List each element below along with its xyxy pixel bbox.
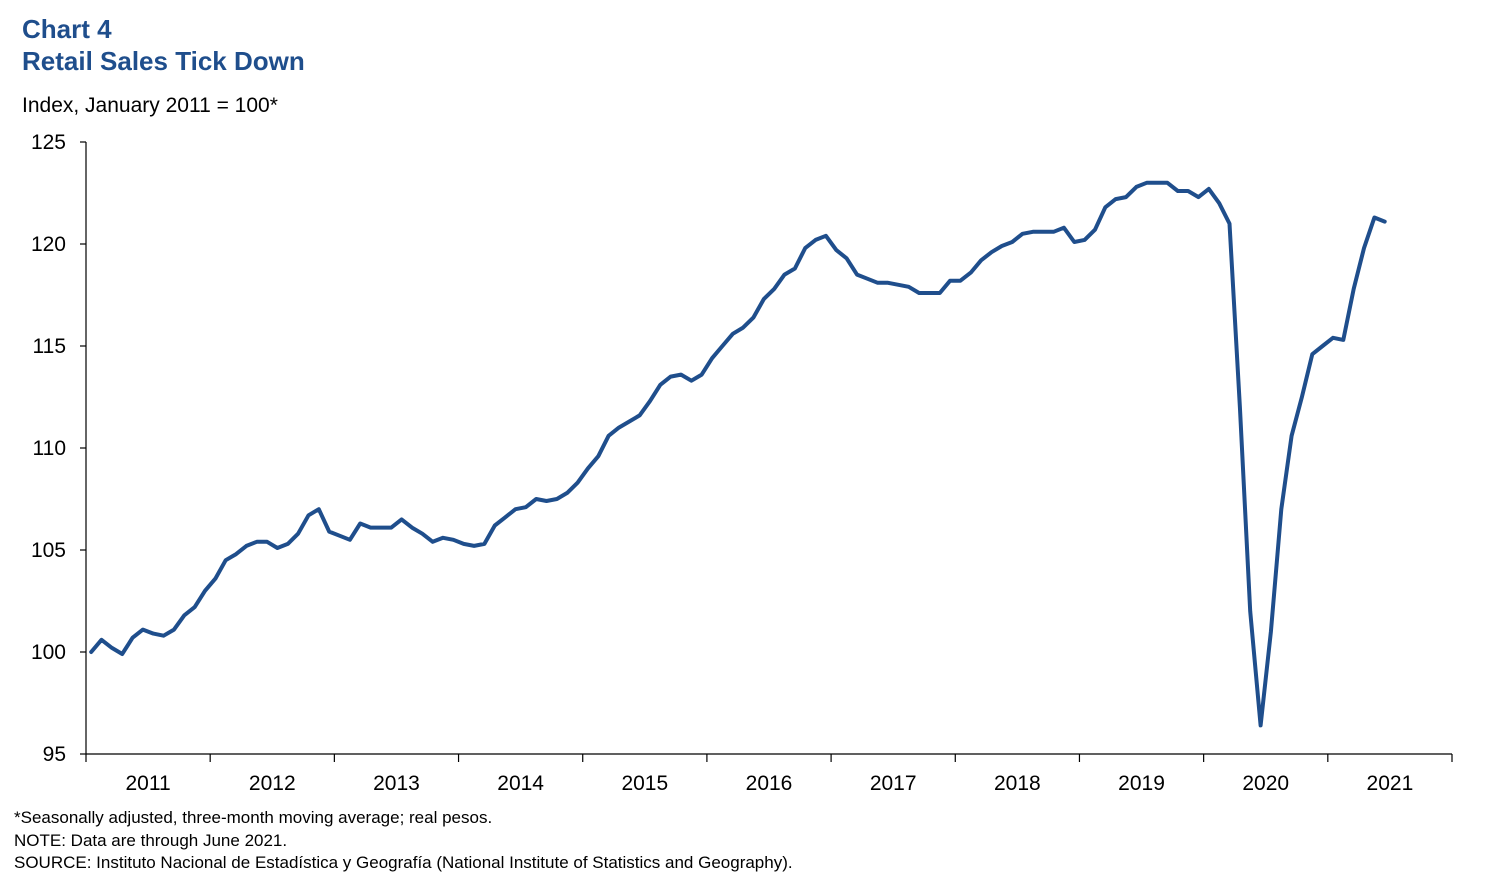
footnote-note: NOTE: Data are through June 2021. xyxy=(14,831,288,850)
x-tick-label: 2014 xyxy=(497,772,544,795)
y-tick-label: 110 xyxy=(33,437,66,460)
series-line-retail-sales xyxy=(89,180,1387,728)
y-axis-unit-label: Index, January 2011 = 100* xyxy=(22,94,278,117)
y-tick-label: 95 xyxy=(43,743,66,766)
x-tick-label: 2013 xyxy=(373,772,420,795)
x-tick-label: 2019 xyxy=(1118,772,1165,795)
x-tick-label: 2011 xyxy=(126,772,171,795)
y-tick-label: 105 xyxy=(31,539,66,562)
footnote-source: SOURCE: Instituto Nacional de Estadístic… xyxy=(14,853,793,872)
line-chart: 95 100 105 110 115 120 125 2011 2012 2013 2014 2015… xyxy=(31,131,1453,795)
y-tick-label: 125 xyxy=(31,131,66,154)
x-tick-label: 2015 xyxy=(621,772,668,795)
x-tick-label: 2016 xyxy=(746,772,793,795)
x-tick-label: 2017 xyxy=(870,772,917,795)
x-tick-label: 2018 xyxy=(994,772,1041,795)
chart-title: Retail Sales Tick Down xyxy=(22,46,305,76)
x-tick-label: 2020 xyxy=(1242,772,1289,795)
x-tick-label: 2012 xyxy=(249,772,296,795)
y-tick-label: 115 xyxy=(33,335,66,358)
footnote-seasonal: *Seasonally adjusted, three-month moving… xyxy=(14,808,493,827)
y-tick-label: 120 xyxy=(31,233,66,256)
x-tick-label: 2021 xyxy=(1367,772,1414,795)
chart-label: Chart 4 xyxy=(22,14,112,44)
y-tick-label: 100 xyxy=(31,641,66,664)
